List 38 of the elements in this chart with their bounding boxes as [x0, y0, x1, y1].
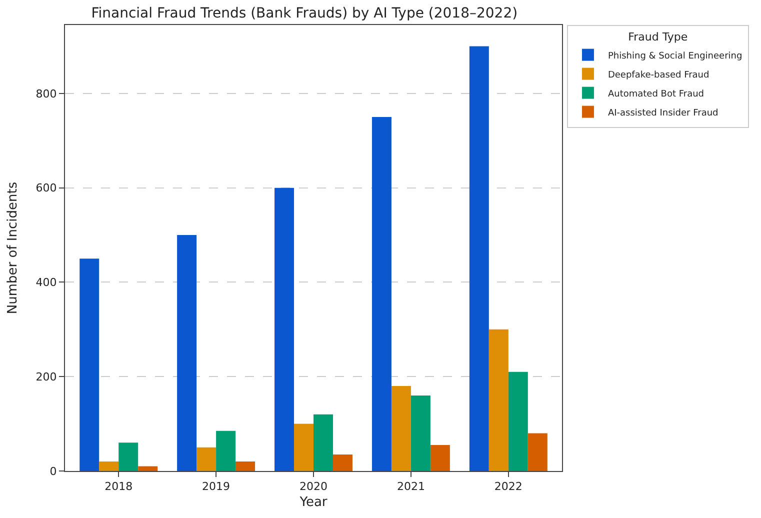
bar	[294, 424, 314, 471]
x-axis-title: Year	[298, 494, 328, 510]
x-tick-label: 2022	[494, 480, 522, 494]
bar	[372, 117, 392, 471]
bar	[177, 235, 197, 471]
legend-title: Fraud Type	[628, 30, 688, 44]
legend-label: Automated Bot Fraud	[608, 89, 704, 100]
bar	[236, 462, 256, 471]
x-tick-label: 2018	[104, 480, 133, 494]
bar	[314, 414, 333, 471]
bar	[138, 466, 158, 471]
bar	[196, 447, 216, 471]
bar	[430, 445, 450, 471]
bar	[488, 329, 508, 471]
bar	[332, 454, 352, 471]
bar	[528, 433, 548, 471]
y-tick-label: 800	[36, 87, 57, 100]
y-tick-label: 400	[36, 276, 57, 290]
x-tick-label: 2021	[396, 480, 425, 494]
bar	[469, 46, 489, 471]
y-tick-label: 200	[36, 370, 57, 384]
bar	[80, 258, 100, 471]
chart-title: Financial Fraud Trends (Bank Frauds) by AI Type (2018–2022)	[91, 6, 518, 22]
bar	[391, 386, 411, 471]
x-tick-label: 2019	[202, 480, 230, 494]
legend-label: Deepfake-based Fraud	[608, 70, 710, 80]
y-tick-label: 600	[36, 182, 57, 195]
bar	[118, 442, 138, 471]
x-tick-label: 2020	[300, 480, 328, 494]
y-axis-title: Number of Incidents	[6, 182, 21, 314]
legend-label: Phishing & Social Engineering	[608, 51, 742, 62]
y-tick-label: 0	[50, 464, 57, 478]
bar	[99, 462, 119, 471]
bar	[410, 395, 430, 471]
bar	[508, 372, 528, 471]
bar	[274, 188, 294, 471]
legend-label: AI-assisted Insider Fraud	[608, 108, 718, 118]
bar	[216, 430, 236, 471]
